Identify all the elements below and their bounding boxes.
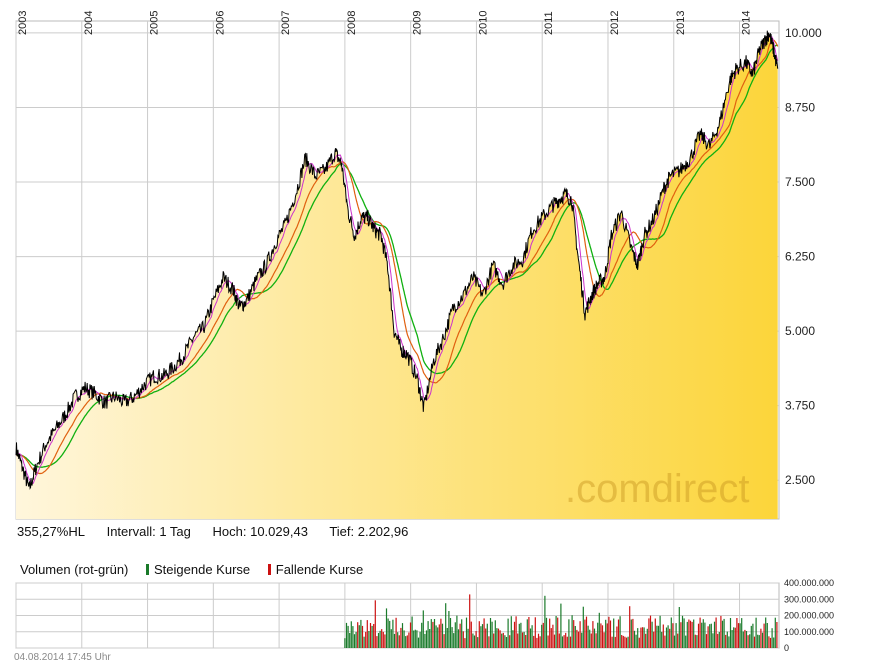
x-tick-label: 2003 [17, 11, 29, 35]
volume-tick-label: 200.000.000 [784, 611, 834, 621]
volume-legend: Volumen (rot-grün) Steigende Kurse Falle… [20, 562, 363, 577]
y-tick-label: 10.000 [785, 26, 822, 40]
x-tick-label: 2013 [675, 11, 687, 35]
price-line [15, 30, 779, 490]
info-row: 355,27%HL Intervall: 1 Tag Hoch: 10.029,… [17, 524, 426, 539]
volume-tick-label: 400.000.000 [784, 578, 834, 588]
interval-text: Intervall: 1 Tag [106, 524, 191, 539]
legend-rising-label: Steigende Kurse [154, 562, 251, 577]
y-tick-label: 8.750 [785, 100, 815, 114]
volume-chart: 400.000.000 300.000.000 200.000.000 100.000… [15, 578, 834, 653]
high-text: Hoch: 10.029,43 [212, 524, 308, 539]
ma-long-line [15, 44, 779, 468]
x-tick-label: 2004 [83, 11, 95, 35]
x-tick-label: 2011 [543, 11, 555, 35]
x-tick-label: 2007 [280, 11, 292, 35]
volume-tick-label: 0 [784, 643, 789, 653]
y-tick-label: 7.500 [785, 175, 815, 189]
timestamp: 04.08.2014 17:45 Uhr [14, 652, 111, 663]
performance-text: 355,27%HL [17, 524, 85, 539]
x-tick-label: 2008 [346, 11, 358, 35]
y-tick-label: 5.000 [785, 324, 815, 338]
rising-swatch [146, 564, 150, 575]
volume-tick-label: 100.000.000 [784, 627, 834, 637]
y-tick-label: 2.500 [785, 473, 815, 487]
falling-swatch [267, 564, 271, 575]
volume-title: Volumen (rot-grün) [20, 562, 129, 577]
x-tick-label: 2009 [412, 11, 424, 35]
x-tick-label: 2006 [214, 11, 226, 35]
low-text: Tief: 2.202,96 [329, 524, 409, 539]
x-tick-label: 2014 [741, 11, 753, 35]
x-tick-label: 2005 [149, 11, 161, 35]
y-tick-label: 3.750 [785, 399, 815, 413]
volume-tick-label: 300.000.000 [784, 594, 834, 604]
ma-mid-line [15, 39, 779, 475]
price-area-fill [16, 30, 778, 519]
legend-falling: Fallende Kurse [267, 562, 364, 577]
price-lines [15, 30, 779, 490]
y-tick-label: 6.250 [785, 250, 815, 264]
x-tick-label: 2012 [609, 11, 621, 35]
comdirect-watermark: .comdirect [565, 467, 750, 511]
legend-rising: Steigende Kurse [146, 562, 250, 577]
price-area [16, 30, 778, 519]
axis-labels: 10.000 8.750 7.500 6.250 5.000 3.750 2.500 2003… [17, 11, 822, 488]
x-tick-label: 2010 [477, 11, 489, 35]
legend-falling-label: Fallende Kurse [275, 562, 364, 577]
